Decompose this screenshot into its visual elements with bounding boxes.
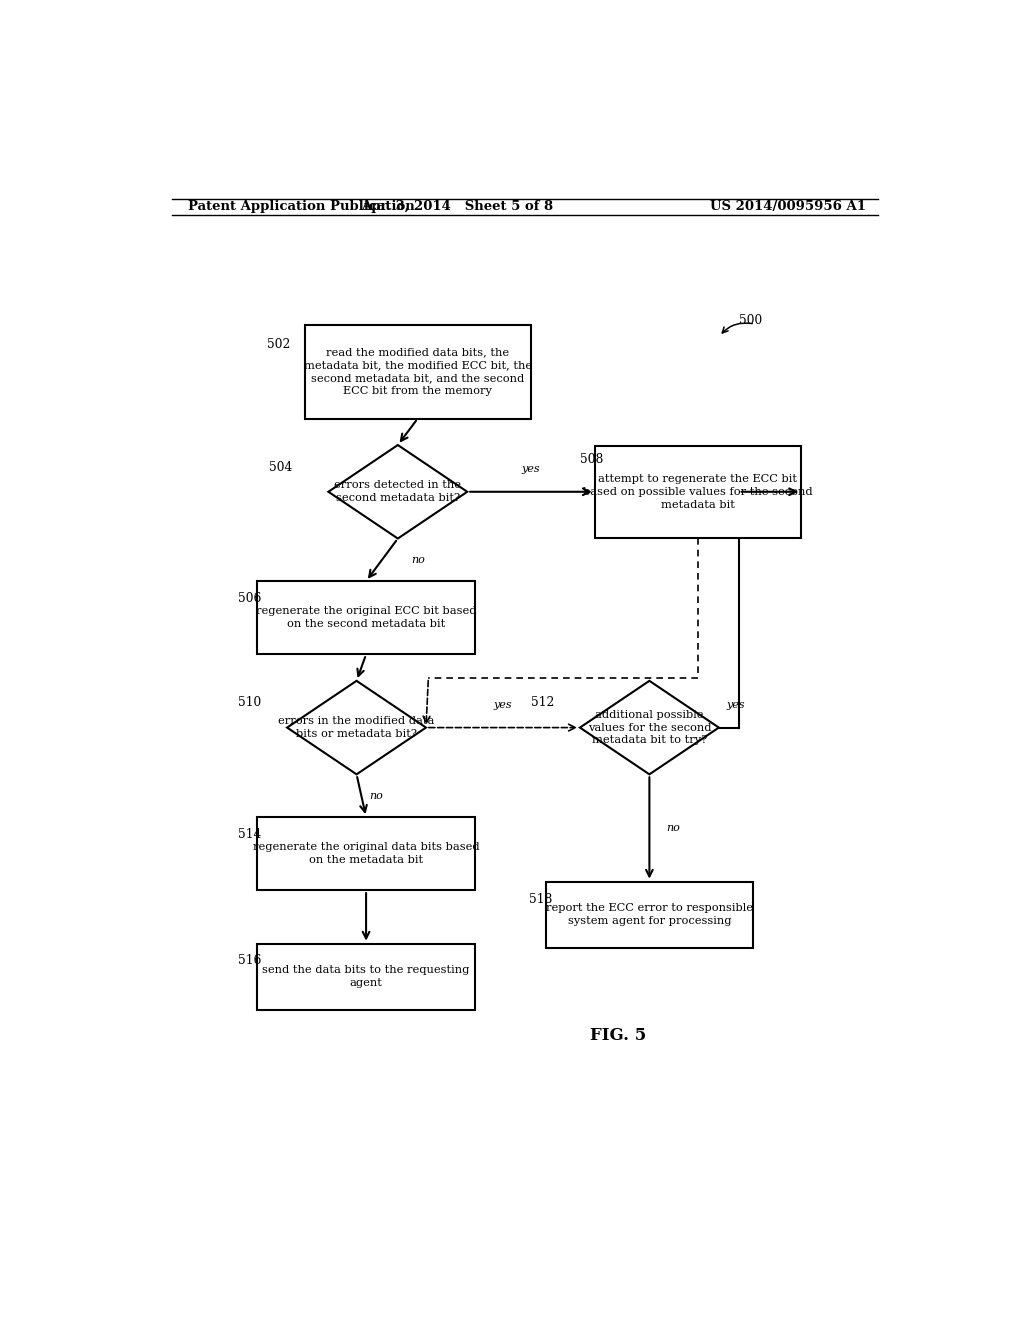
Text: 508: 508 bbox=[581, 453, 604, 466]
Polygon shape bbox=[287, 681, 426, 775]
Text: yes: yes bbox=[727, 700, 745, 710]
Text: attempt to regenerate the ECC bit
based on possible values for the second
metada: attempt to regenerate the ECC bit based … bbox=[583, 474, 813, 510]
Text: 500: 500 bbox=[739, 314, 762, 327]
Bar bbox=[304, 325, 530, 418]
Text: 512: 512 bbox=[531, 696, 555, 709]
Text: 506: 506 bbox=[238, 593, 261, 606]
Text: no: no bbox=[370, 791, 383, 801]
Text: 518: 518 bbox=[528, 894, 552, 907]
Text: regenerate the original ECC bit based
on the second metadata bit: regenerate the original ECC bit based on… bbox=[256, 606, 476, 630]
Text: yes: yes bbox=[494, 700, 512, 710]
Polygon shape bbox=[580, 681, 719, 775]
Text: 516: 516 bbox=[238, 954, 261, 968]
Text: errors detected in the
second metadata bit?: errors detected in the second metadata b… bbox=[334, 480, 462, 503]
Text: no: no bbox=[411, 554, 425, 565]
Text: Apr. 3, 2014   Sheet 5 of 8: Apr. 3, 2014 Sheet 5 of 8 bbox=[361, 199, 553, 213]
Text: read the modified data bits, the
metadata bit, the modified ECC bit, the
second : read the modified data bits, the metadat… bbox=[303, 347, 531, 396]
Text: FIG. 5: FIG. 5 bbox=[590, 1027, 646, 1044]
Text: regenerate the original data bits based
on the metadata bit: regenerate the original data bits based … bbox=[253, 842, 479, 865]
Bar bbox=[546, 882, 753, 948]
Bar bbox=[257, 817, 475, 890]
Text: yes: yes bbox=[521, 465, 541, 474]
Text: 510: 510 bbox=[238, 696, 261, 709]
Text: 514: 514 bbox=[238, 828, 261, 841]
Text: Patent Application Publication: Patent Application Publication bbox=[187, 199, 415, 213]
Text: errors in the modified data
bits or metadata bit?: errors in the modified data bits or meta… bbox=[279, 717, 435, 739]
Bar bbox=[595, 446, 801, 537]
Bar bbox=[257, 581, 475, 655]
Text: report the ECC error to responsible
system agent for processing: report the ECC error to responsible syst… bbox=[546, 903, 753, 927]
Text: no: no bbox=[667, 822, 680, 833]
Bar bbox=[257, 944, 475, 1010]
Polygon shape bbox=[329, 445, 467, 539]
Text: 504: 504 bbox=[269, 461, 293, 474]
Text: send the data bits to the requesting
agent: send the data bits to the requesting age… bbox=[262, 965, 470, 987]
Text: 502: 502 bbox=[267, 338, 290, 351]
Text: US 2014/0095956 A1: US 2014/0095956 A1 bbox=[710, 199, 866, 213]
Text: additional possible
values for the second
metadata bit to try?: additional possible values for the secon… bbox=[588, 710, 711, 746]
